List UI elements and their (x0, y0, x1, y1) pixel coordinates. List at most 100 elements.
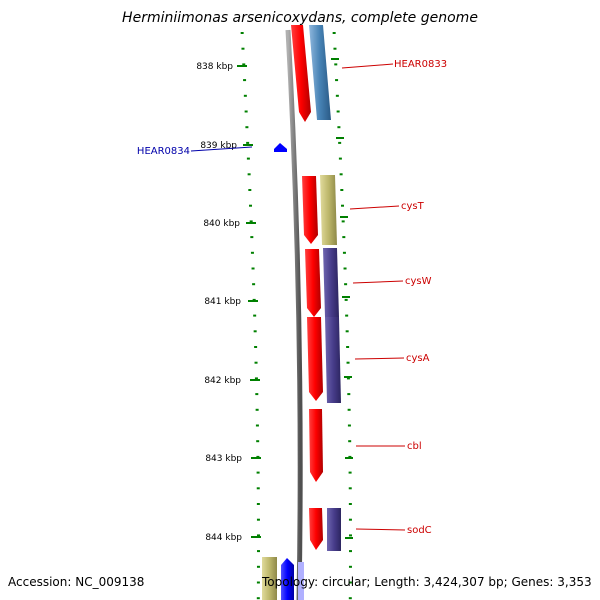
minor-tick (245, 126, 249, 129)
minor-tick (253, 314, 257, 317)
minor-tick (346, 346, 350, 348)
minor-tick (243, 94, 247, 97)
minor-tick (240, 32, 244, 34)
minor-tick (250, 236, 254, 239)
gene-sodc-purple (327, 508, 341, 551)
minor-tick (348, 471, 352, 474)
minor-ticks (240, 32, 352, 600)
minor-tick (246, 141, 250, 144)
minor-tick (343, 267, 347, 270)
minor-tick (247, 173, 251, 176)
minor-tick (242, 63, 246, 66)
scale-ticks: 838 kbp 839 kbp 840 kbp 841 kbp 842 kbp … (196, 62, 261, 543)
tick-label: 839 kbp (200, 141, 237, 151)
gene-label-hear0833: HEAR0833 (394, 59, 447, 70)
minor-tick (256, 597, 260, 600)
minor-tick (333, 47, 337, 50)
tick-label: 843 kbp (205, 454, 242, 464)
minor-tick (345, 314, 349, 317)
gene-label-cyst: cysT (401, 201, 425, 212)
minor-tick (248, 189, 252, 191)
minor-tick (348, 503, 352, 505)
minor-tick (338, 157, 342, 160)
minor-tick (332, 32, 336, 34)
minor-tick (348, 581, 352, 584)
gene-cysa-red (307, 317, 323, 401)
minor-tick (244, 110, 248, 113)
minor-tick (339, 173, 343, 176)
minor-tick (250, 251, 254, 254)
minor-tick (348, 565, 352, 568)
minor-tick (335, 94, 339, 97)
minor-tick (344, 298, 348, 301)
map-title: Herminiimonas arsenicoxydans, complete g… (122, 10, 478, 26)
accession-text: Accession: NC_009138 (8, 575, 145, 589)
minor-tick (256, 471, 260, 474)
gene-cyst-olive (320, 175, 337, 245)
minor-tick (256, 565, 260, 568)
minor-tick (347, 408, 351, 411)
minor-tick (254, 377, 258, 380)
minor-tick (342, 251, 346, 254)
minor-tick (348, 550, 352, 553)
minor-tick (254, 346, 258, 348)
minor-tick (255, 424, 259, 427)
minor-tick (252, 298, 256, 301)
minor-tick (347, 393, 351, 396)
tick-label: 844 kbp (205, 533, 242, 543)
gene-label-cbl: cbl (407, 441, 422, 452)
minor-tick (255, 408, 259, 411)
minor-tick (336, 110, 340, 113)
gene-cyst-red (302, 176, 318, 244)
gene-cysw-red (305, 249, 321, 317)
minor-tick (249, 204, 253, 207)
minor-tick (348, 534, 352, 537)
gene-hear0833-blue (309, 25, 331, 120)
minor-tick (348, 487, 352, 490)
gene-sodc-red (309, 508, 323, 550)
tick-label: 838 kbp (196, 62, 233, 72)
right-scale-ticks (331, 58, 353, 539)
minor-tick (255, 393, 259, 396)
minor-tick (344, 283, 348, 286)
minor-tick (256, 534, 260, 537)
minor-tick (342, 236, 346, 239)
minor-tick (246, 157, 250, 160)
minor-tick (341, 220, 345, 223)
minor-tick (254, 361, 258, 364)
gene-bottom-blue (281, 558, 294, 600)
minor-tick (256, 503, 260, 505)
gene-bottom-lavender (298, 562, 304, 600)
genome-backbone (285, 29, 303, 600)
minor-tick (243, 79, 247, 82)
minor-tick (346, 377, 350, 380)
minor-tick (338, 141, 342, 144)
gene-label-cysw: cysW (405, 276, 432, 287)
gene-labels: HEAR0833 HEAR0834 cysT cysW cysA cbl sod… (137, 59, 447, 536)
minor-tick (348, 440, 352, 443)
minor-tick (256, 440, 260, 443)
minor-tick (256, 581, 260, 584)
gene-features (262, 25, 341, 600)
genome-summary-text: Topology: circular; Length: 3,424,307 bp… (262, 575, 592, 589)
minor-tick (348, 455, 352, 458)
minor-tick (249, 220, 253, 223)
gene-cysa-purple (325, 317, 341, 403)
minor-tick (256, 487, 260, 490)
gene-hear0833-red (291, 25, 311, 122)
minor-tick (253, 330, 257, 333)
minor-tick (341, 204, 345, 207)
minor-tick (256, 518, 260, 521)
leader-lines (190, 63, 406, 531)
gene-hear0834 (274, 143, 287, 152)
tick-label: 842 kbp (204, 376, 241, 386)
gene-cbl-red (309, 409, 323, 482)
minor-tick (337, 126, 341, 129)
minor-tick (348, 518, 352, 521)
minor-tick (335, 79, 339, 82)
gene-cysw-purple (323, 248, 339, 317)
minor-tick (256, 550, 260, 553)
minor-tick (348, 597, 352, 600)
gene-label-sodc: sodC (407, 525, 432, 536)
